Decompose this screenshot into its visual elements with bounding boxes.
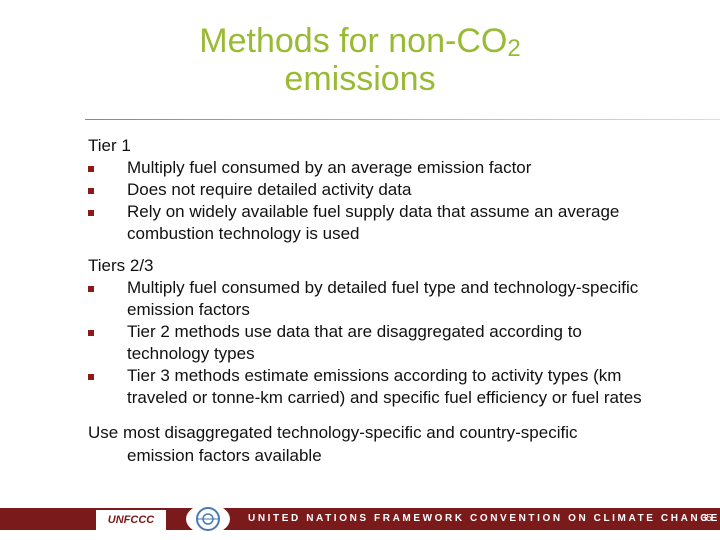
closing-text: Use most disaggregated technology-specif… xyxy=(88,423,578,465)
title-subscript: 2 xyxy=(507,35,521,62)
bullet-item: Tier 3 methods estimate emissions accord… xyxy=(88,365,648,409)
footer-bar xyxy=(0,508,720,530)
title-rule xyxy=(85,119,720,120)
footer-banner: UNITED NATIONS FRAMEWORK CONVENTION ON C… xyxy=(248,513,720,524)
title-text: Methods for non-CO xyxy=(199,22,508,60)
page-number: 35 xyxy=(700,513,712,524)
footer: UNFCCC UNITED NATIONS FRAMEWORK CONVENTI… xyxy=(0,504,720,534)
footer-logo: UNFCCC xyxy=(96,510,166,530)
bullet-item: Multiply fuel consumed by detailed fuel … xyxy=(88,277,648,321)
section-heading: Tier 1 xyxy=(88,136,131,155)
bullet-item: Multiply fuel consumed by an average emi… xyxy=(88,157,648,179)
section-heading: Tiers 2/3 xyxy=(88,256,154,275)
bullet-item: Tier 2 methods use data that are disaggr… xyxy=(88,321,648,365)
slide-body: Tier 1 Multiply fuel consumed by an avera… xyxy=(88,134,648,467)
title-text: emissions xyxy=(284,60,436,98)
slide-title: Methods for non-CO2 emissions xyxy=(0,22,720,98)
section: Tiers 2/3 Multiply fuel consumed by detai… xyxy=(88,254,648,409)
bullet-item: Does not require detailed activity data xyxy=(88,179,648,201)
un-emblem xyxy=(186,504,230,534)
bullet-item: Rely on widely available fuel supply dat… xyxy=(88,201,648,245)
section: Tier 1 Multiply fuel consumed by an avera… xyxy=(88,134,648,245)
